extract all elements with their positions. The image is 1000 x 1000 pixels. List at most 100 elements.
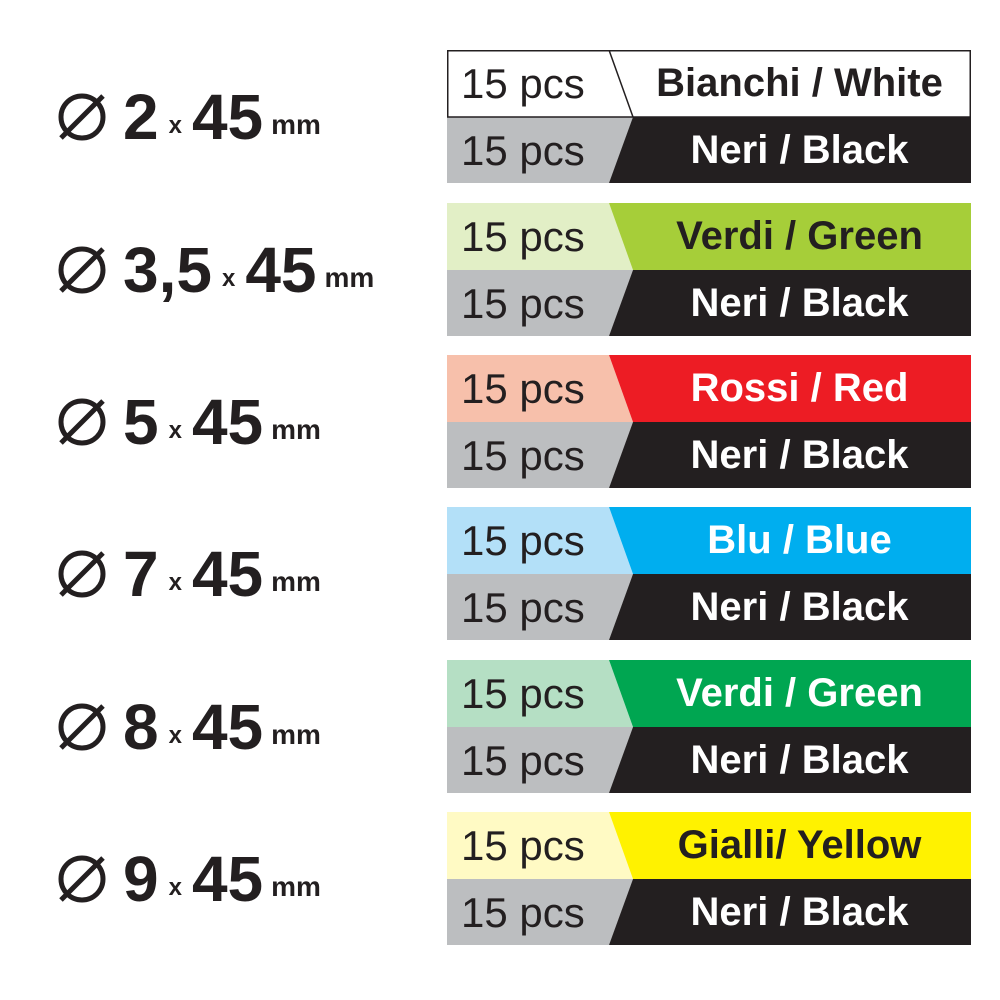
size-group: 5 x 45 mm 15 pcs Rossi / Red 15 pcs Neri… [0,355,1000,489]
color-bar-shapes [447,50,971,183]
top-quantity: 15 pcs [461,517,585,564]
bottom-color-label: Neri / Black [690,128,909,172]
bottom-qty-bg [447,574,633,640]
size-group: 9 x 45 mm 15 pcs Gialli/ Yellow 15 pcs N… [0,812,1000,946]
top-quantity: 15 pcs [461,213,585,260]
length-value: 45 [191,691,264,763]
top-color-label: Verdi / Green [676,214,923,258]
color-bar-shapes [447,507,971,640]
times-sign: x [168,722,182,749]
color-bar: 15 pcs Gialli/ Yellow 15 pcs Neri / Blac… [447,812,971,946]
size-group: 7 x 45 mm 15 pcs Blu / Blue 15 pcs Neri … [0,507,1000,641]
top-color-label: Verdi / Green [676,671,923,715]
color-bar-shapes [447,355,971,488]
size-group: 8 x 45 mm 15 pcs Verdi / Green 15 pcs Ne… [0,660,1000,794]
unit: mm [271,566,321,597]
top-quantity: 15 pcs [461,60,585,107]
top-quantity: 15 pcs [461,365,585,412]
bottom-qty-bg [447,727,633,793]
top-qty-bg [447,50,633,117]
top-qty-bg [447,812,633,879]
color-bar-shapes [447,203,971,336]
diameter-value: 9 [123,843,159,915]
diameter-value: 5 [123,386,159,458]
bottom-quantity: 15 pcs [461,889,585,936]
length-value: 45 [191,843,264,915]
size-label: 5 x 45 mm [55,355,435,489]
bottom-color-label: Neri / Black [690,281,909,325]
color-bar: 15 pcs Verdi / Green 15 pcs Neri / Black [447,660,971,794]
bottom-color-bg [609,117,971,183]
diameter-icon [58,550,106,598]
bottom-quantity: 15 pcs [461,584,585,631]
bottom-quantity: 15 pcs [461,127,585,174]
diameter-icon [58,703,106,751]
diameter-value: 7 [123,538,159,610]
times-sign: x [168,417,182,444]
top-quantity: 15 pcs [461,822,585,869]
diameter-value: 3,5 [123,234,212,306]
bottom-color-bg [609,422,971,488]
diameter-icon [58,93,106,141]
bottom-quantity: 15 pcs [461,737,585,784]
white-outline [447,50,971,118]
size-label: 7 x 45 mm [55,507,435,641]
bottom-color-label: Neri / Black [690,585,909,629]
top-color-bg [609,507,971,574]
top-color-bg [609,203,971,270]
bottom-qty-bg [447,270,633,336]
bottom-qty-bg [447,879,633,945]
bottom-qty-bg [447,117,633,183]
top-color-label: Gialli/ Yellow [677,823,922,867]
color-bar-shapes [447,660,971,793]
color-bar-shapes [447,812,971,945]
length-value: 45 [245,234,317,306]
bottom-color-bg [609,574,971,640]
bottom-quantity: 15 pcs [461,432,585,479]
length-value: 45 [191,386,264,458]
color-bar: 15 pcs Rossi / Red 15 pcs Neri / Black [447,355,971,489]
top-qty-bg [447,660,633,727]
diameter-value: 2 [123,81,159,153]
length-value: 45 [191,538,264,610]
bottom-color-label: Neri / Black [690,738,909,782]
top-color-label: Rossi / Red [690,366,909,410]
bottom-quantity: 15 pcs [461,280,585,327]
unit: mm [271,109,321,140]
diameter-icon [58,246,106,294]
bottom-color-bg [609,727,971,793]
top-color-bg [609,355,971,422]
top-quantity: 15 pcs [461,670,585,717]
top-color-label: Bianchi / White [656,61,943,105]
bottom-color-bg [609,879,971,945]
top-color-bg [609,660,971,727]
times-sign: x [168,112,182,139]
times-sign: x [221,265,236,292]
bottom-color-label: Neri / Black [690,433,909,477]
diameter-value: 8 [123,691,159,763]
size-label: 2 x 45 mm [55,50,435,184]
bottom-color-bg [609,270,971,336]
top-qty-bg [447,203,633,270]
times-sign: x [168,874,182,901]
size-group: 3,5 x 45 mm 15 pcs Verdi / Green 15 pcs … [0,203,1000,337]
color-bar: 15 pcs Blu / Blue 15 pcs Neri / Black [447,507,971,641]
length-value: 45 [191,81,264,153]
top-color-label: Blu / Blue [707,518,892,562]
white-divider [608,50,634,118]
diameter-icon [58,398,106,446]
top-color-bg [609,50,971,117]
color-bar: 15 pcs Bianchi / White 15 pcs Neri / Bla… [447,50,971,184]
diameter-icon [58,855,106,903]
bottom-qty-bg [447,422,633,488]
unit: mm [271,871,321,902]
size-label: 8 x 45 mm [55,660,435,794]
size-group: 2 x 45 mm 15 pcs Bianchi / White 15 pcs … [0,50,1000,184]
top-color-bg [609,812,971,879]
top-qty-bg [447,355,633,422]
unit: mm [271,414,321,445]
size-label: 3,5 x 45 mm [55,203,435,337]
unit: mm [271,719,321,750]
color-bar: 15 pcs Verdi / Green 15 pcs Neri / Black [447,203,971,337]
size-label: 9 x 45 mm [55,812,435,946]
